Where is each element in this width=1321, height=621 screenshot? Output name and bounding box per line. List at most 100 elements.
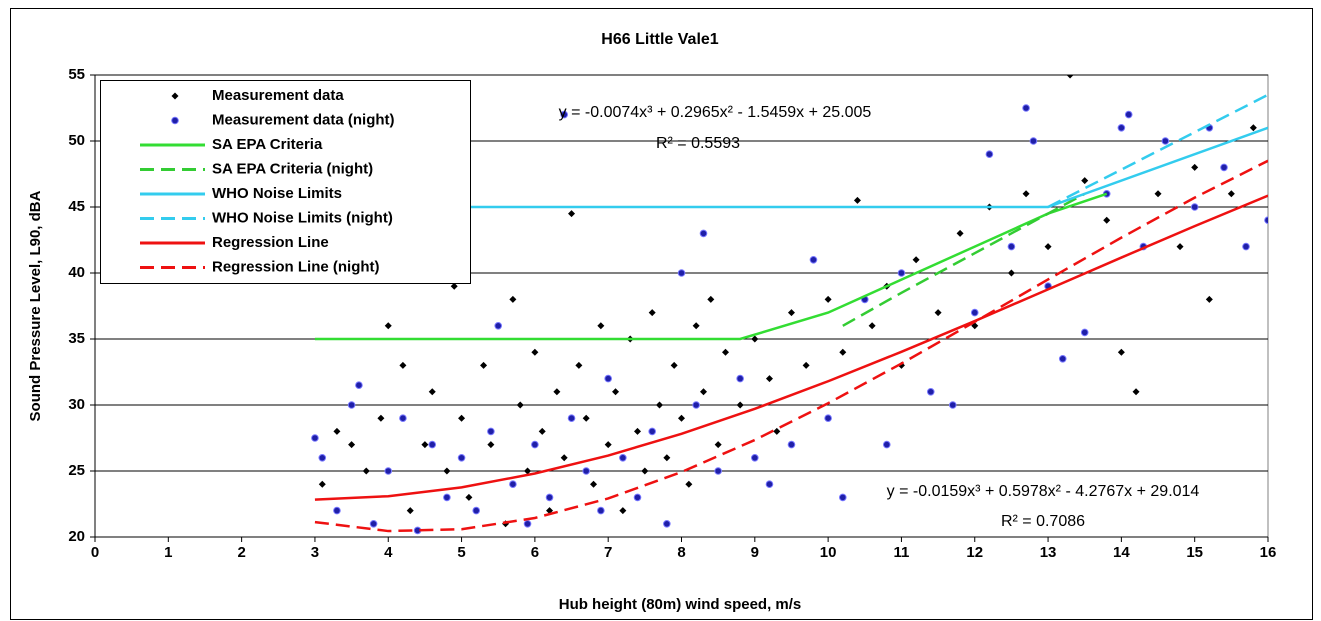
point bbox=[721, 348, 729, 356]
point bbox=[465, 493, 473, 501]
point bbox=[1124, 110, 1133, 119]
point bbox=[597, 322, 605, 330]
point bbox=[1081, 177, 1089, 185]
point bbox=[670, 361, 678, 369]
point bbox=[1227, 190, 1235, 198]
point bbox=[882, 440, 891, 449]
point bbox=[1022, 190, 1030, 198]
legend-label: Regression Line (night) bbox=[212, 258, 380, 275]
point bbox=[1264, 216, 1268, 224]
point bbox=[1103, 216, 1111, 224]
point bbox=[318, 480, 326, 488]
legend-label: Measurement data bbox=[212, 87, 344, 104]
line bbox=[314, 159, 1268, 533]
point bbox=[590, 480, 598, 488]
point bbox=[399, 414, 407, 423]
point bbox=[406, 507, 414, 515]
point bbox=[582, 467, 590, 475]
x-tick-label: 10 bbox=[820, 544, 837, 561]
point bbox=[751, 454, 759, 462]
y-axis-label: Sound Pressure Level, L90, dBA bbox=[27, 190, 44, 421]
point bbox=[487, 441, 495, 449]
point bbox=[509, 295, 517, 303]
point bbox=[516, 401, 524, 409]
point bbox=[171, 92, 179, 100]
point bbox=[648, 427, 656, 436]
point bbox=[421, 441, 429, 449]
legend-label: SA EPA Criteria (night) bbox=[212, 160, 373, 177]
point bbox=[926, 388, 935, 396]
annotation: R² = 0.5593 bbox=[656, 135, 740, 152]
point bbox=[428, 440, 437, 449]
point bbox=[1022, 104, 1030, 112]
point bbox=[612, 388, 620, 396]
point bbox=[1249, 124, 1257, 132]
point bbox=[384, 322, 392, 330]
point bbox=[604, 374, 612, 383]
point bbox=[377, 414, 385, 422]
point bbox=[509, 480, 517, 489]
x-tick-label: 14 bbox=[1113, 544, 1130, 561]
point bbox=[985, 150, 994, 158]
legend-label: WHO Noise Limits (night) bbox=[212, 209, 393, 226]
line bbox=[314, 126, 1268, 209]
x-tick-label: 7 bbox=[604, 544, 612, 561]
x-tick-label: 12 bbox=[966, 544, 983, 561]
point bbox=[692, 401, 700, 409]
point bbox=[853, 196, 861, 204]
legend-label: WHO Noise Limits bbox=[212, 185, 342, 202]
plot-marks bbox=[311, 75, 1268, 535]
point bbox=[171, 116, 179, 125]
point bbox=[663, 454, 671, 462]
point bbox=[347, 401, 356, 409]
annotation: y = -0.0159x³ + 0.5978x² - 4.2767x + 29.… bbox=[887, 483, 1200, 500]
point bbox=[1007, 269, 1015, 277]
point bbox=[1029, 137, 1038, 145]
x-axis-label: Hub height (80m) wind speed, m/s bbox=[559, 596, 802, 613]
point bbox=[633, 493, 642, 502]
annotation: R² = 0.7086 bbox=[1001, 513, 1085, 530]
point bbox=[348, 441, 356, 449]
point bbox=[428, 388, 436, 396]
point bbox=[1117, 124, 1126, 132]
line bbox=[314, 194, 1268, 501]
point bbox=[868, 322, 876, 330]
point bbox=[736, 374, 744, 383]
x-tick-label: 5 bbox=[457, 544, 465, 561]
point bbox=[765, 375, 773, 383]
point bbox=[678, 414, 685, 422]
point bbox=[553, 388, 561, 396]
point bbox=[1007, 242, 1016, 251]
point bbox=[1080, 328, 1089, 337]
chart-title: H66 Little Vale1 bbox=[601, 31, 718, 48]
point bbox=[538, 427, 546, 435]
point bbox=[736, 401, 744, 409]
point bbox=[648, 309, 656, 317]
point bbox=[838, 493, 847, 502]
point bbox=[1161, 137, 1170, 145]
point bbox=[369, 520, 378, 528]
x-tick-label: 11 bbox=[894, 544, 910, 561]
point bbox=[1242, 242, 1250, 251]
point bbox=[472, 506, 481, 515]
point bbox=[839, 348, 847, 356]
point bbox=[582, 414, 590, 422]
point bbox=[443, 467, 451, 475]
point bbox=[1176, 243, 1184, 251]
point bbox=[714, 467, 722, 475]
point bbox=[1191, 163, 1199, 171]
point bbox=[1154, 190, 1162, 198]
line bbox=[842, 192, 1086, 327]
point bbox=[450, 282, 458, 290]
point bbox=[912, 256, 920, 264]
point bbox=[523, 520, 532, 528]
point bbox=[824, 414, 832, 423]
point bbox=[333, 506, 341, 515]
legend-label: SA EPA Criteria bbox=[212, 136, 323, 153]
point bbox=[787, 309, 795, 317]
point bbox=[802, 361, 810, 369]
point bbox=[1058, 355, 1067, 363]
point bbox=[663, 520, 671, 528]
point bbox=[604, 441, 612, 449]
x-tick-label: 6 bbox=[531, 544, 539, 561]
